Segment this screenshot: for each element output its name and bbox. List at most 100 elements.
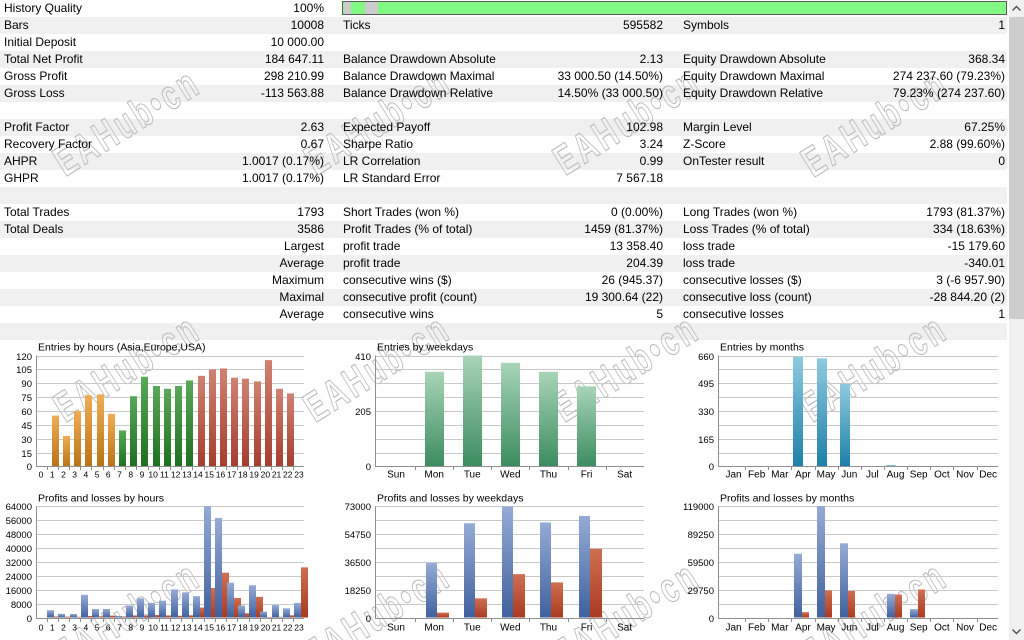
svg-text:9: 9 <box>140 623 145 633</box>
svg-text:30: 30 <box>21 435 32 446</box>
svg-text:14: 14 <box>193 623 203 633</box>
svg-text:20: 20 <box>261 470 271 480</box>
svg-text:Thu: Thu <box>540 623 557 634</box>
svg-text:11: 11 <box>160 470 169 480</box>
svg-text:Feb: Feb <box>748 623 766 634</box>
svg-text:105: 105 <box>16 365 32 376</box>
svg-text:0: 0 <box>27 462 32 473</box>
svg-text:18: 18 <box>238 470 248 480</box>
svg-text:330: 330 <box>698 407 714 418</box>
svg-text:Entries by months: Entries by months <box>720 342 804 354</box>
svg-text:54750: 54750 <box>345 530 371 541</box>
svg-text:18: 18 <box>238 623 248 633</box>
svg-text:13: 13 <box>182 623 192 633</box>
svg-text:16: 16 <box>216 470 226 480</box>
svg-text:Profits and losses by weekdays: Profits and losses by weekdays <box>377 493 524 505</box>
svg-text:32000: 32000 <box>6 558 32 569</box>
svg-text:Wed: Wed <box>500 623 520 634</box>
svg-text:59500: 59500 <box>688 558 714 569</box>
svg-text:11: 11 <box>160 623 169 633</box>
svg-text:Sun: Sun <box>387 623 405 634</box>
svg-text:Mar: Mar <box>771 470 789 481</box>
svg-text:24000: 24000 <box>6 572 32 583</box>
svg-text:18250: 18250 <box>345 586 371 597</box>
svg-text:Entries by hours (Asia,Europe,: Entries by hours (Asia,Europe,USA) <box>38 342 206 354</box>
svg-text:Jun: Jun <box>841 623 857 634</box>
svg-text:Profits and losses by hours: Profits and losses by hours <box>38 493 164 505</box>
svg-text:Sep: Sep <box>910 623 928 634</box>
svg-text:10: 10 <box>148 470 158 480</box>
svg-text:45: 45 <box>21 421 32 432</box>
svg-text:16: 16 <box>216 623 226 633</box>
svg-text:0: 0 <box>39 470 44 480</box>
svg-text:9: 9 <box>140 470 145 480</box>
svg-text:Sat: Sat <box>617 470 632 481</box>
svg-text:22: 22 <box>283 623 293 633</box>
svg-text:1: 1 <box>50 623 55 633</box>
svg-text:60: 60 <box>21 407 32 418</box>
svg-text:19: 19 <box>249 470 259 480</box>
svg-text:Nov: Nov <box>956 470 974 481</box>
svg-text:0: 0 <box>366 462 371 473</box>
svg-text:Sat: Sat <box>617 623 632 634</box>
svg-text:89250: 89250 <box>688 530 714 541</box>
svg-text:Dec: Dec <box>979 470 997 481</box>
svg-text:Fri: Fri <box>581 623 593 634</box>
svg-text:14: 14 <box>193 470 203 480</box>
svg-text:Apr: Apr <box>795 470 811 481</box>
svg-text:Nov: Nov <box>956 623 974 634</box>
svg-text:73000: 73000 <box>345 502 371 513</box>
svg-text:48000: 48000 <box>6 530 32 541</box>
svg-text:Jun: Jun <box>841 470 857 481</box>
svg-text:15: 15 <box>21 449 32 460</box>
svg-text:0: 0 <box>709 462 714 473</box>
svg-text:Oct: Oct <box>934 470 950 481</box>
svg-text:12: 12 <box>171 470 181 480</box>
svg-text:22: 22 <box>283 470 293 480</box>
svg-text:12: 12 <box>171 623 181 633</box>
svg-text:May: May <box>817 623 836 634</box>
svg-text:2: 2 <box>61 623 66 633</box>
svg-text:23: 23 <box>294 470 304 480</box>
svg-text:15: 15 <box>205 623 215 633</box>
svg-text:8: 8 <box>128 623 133 633</box>
svg-text:Aug: Aug <box>887 623 905 634</box>
svg-text:56000: 56000 <box>6 516 32 527</box>
svg-text:Jan: Jan <box>725 623 741 634</box>
svg-text:1: 1 <box>50 470 55 480</box>
svg-text:17: 17 <box>227 623 237 633</box>
svg-text:13: 13 <box>182 470 192 480</box>
svg-text:21: 21 <box>272 623 282 633</box>
svg-text:Tue: Tue <box>464 623 481 634</box>
svg-text:16000: 16000 <box>6 586 32 597</box>
svg-text:Sep: Sep <box>910 470 928 481</box>
svg-text:7: 7 <box>117 623 122 633</box>
svg-text:36500: 36500 <box>345 558 371 569</box>
svg-text:Jan: Jan <box>725 470 741 481</box>
svg-text:5: 5 <box>95 470 100 480</box>
svg-text:205: 205 <box>355 407 371 418</box>
svg-text:20: 20 <box>261 623 271 633</box>
svg-text:23: 23 <box>294 623 304 633</box>
svg-text:Oct: Oct <box>934 623 950 634</box>
svg-text:Jul: Jul <box>866 470 879 481</box>
svg-text:660: 660 <box>698 352 714 363</box>
svg-text:Dec: Dec <box>979 623 997 634</box>
svg-text:2: 2 <box>61 470 66 480</box>
svg-text:8000: 8000 <box>11 600 32 611</box>
svg-text:Tue: Tue <box>464 470 481 481</box>
svg-text:Wed: Wed <box>500 470 520 481</box>
svg-text:40000: 40000 <box>6 544 32 555</box>
svg-text:64000: 64000 <box>6 502 32 513</box>
svg-text:3: 3 <box>72 470 77 480</box>
svg-text:Entries by weekdays: Entries by weekdays <box>377 342 473 354</box>
svg-text:May: May <box>817 470 836 481</box>
svg-text:4: 4 <box>84 470 89 480</box>
svg-text:165: 165 <box>698 435 714 446</box>
svg-text:0: 0 <box>366 614 371 625</box>
svg-text:6: 6 <box>106 470 111 480</box>
svg-text:3: 3 <box>72 623 77 633</box>
svg-text:7: 7 <box>117 470 122 480</box>
svg-text:Thu: Thu <box>540 470 557 481</box>
svg-text:15: 15 <box>205 470 215 480</box>
